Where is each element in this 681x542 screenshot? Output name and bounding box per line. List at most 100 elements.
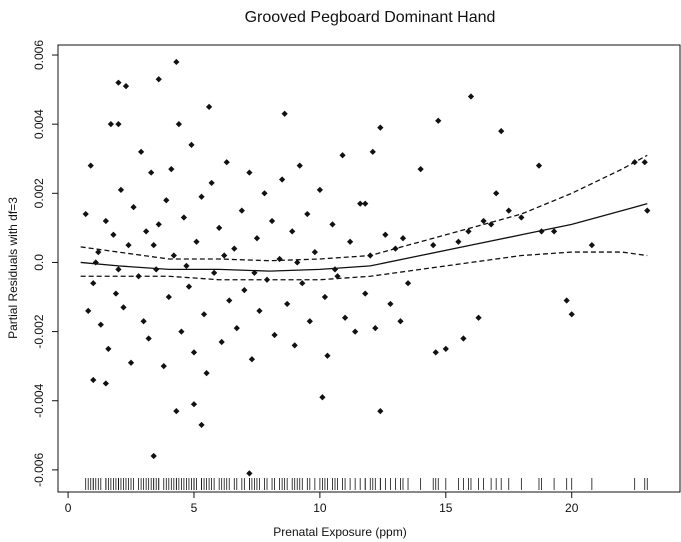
y-tick-label: -0.004 [32,383,46,417]
point [85,307,92,314]
point [163,197,170,204]
point [347,238,354,245]
fit-line [80,203,648,272]
point [231,245,238,252]
point [216,224,223,231]
x-tick-label: 15 [439,501,453,515]
point [435,117,442,124]
point [253,235,261,242]
point [180,214,188,221]
point [110,231,117,238]
point [294,259,301,266]
point [137,148,145,155]
point [241,286,248,294]
point [95,248,102,256]
point [112,290,120,297]
point [115,121,122,128]
point [190,349,198,356]
point [115,266,122,273]
point [331,266,339,273]
point [178,328,185,335]
point [221,252,228,259]
point [145,335,152,342]
plot-frame [57,44,681,493]
point [296,162,303,169]
point [382,231,389,238]
point [90,280,97,287]
point [155,221,162,228]
upper-band [80,154,648,262]
point [160,363,167,370]
point [127,359,135,366]
point [190,401,198,408]
point [339,152,346,159]
point [183,262,190,270]
point [281,110,288,117]
point [498,127,505,135]
point [115,79,122,86]
point [369,148,376,155]
point [291,342,298,349]
y-tick-label: 0.002 [32,178,46,208]
point [455,238,462,245]
point [397,318,404,325]
point [233,325,240,332]
point [284,300,291,308]
point [271,331,278,339]
point [150,242,157,249]
point [226,297,233,304]
point [460,335,467,342]
point [211,269,218,276]
point [185,283,193,290]
point [248,356,256,363]
point [175,121,182,128]
point [377,407,384,415]
x-tick-label: 5 [191,501,198,515]
point [193,238,200,245]
point [102,380,109,387]
point [372,325,379,332]
point [140,318,147,325]
point [352,328,359,335]
point [306,318,313,325]
point [168,165,175,173]
y-tick-label: 0.006 [32,40,46,70]
point [377,124,384,131]
point [535,162,543,169]
point [387,300,394,308]
point [467,93,475,100]
y-tick-label: 0.004 [32,109,46,139]
point [120,304,127,311]
point [82,210,89,218]
point [246,470,253,477]
lower-band [80,251,648,281]
point [102,217,109,225]
point [316,186,324,193]
point [321,293,329,301]
point [480,217,487,225]
point [324,352,331,359]
point [319,394,326,401]
point [198,193,205,200]
point [279,176,286,183]
point [148,169,155,176]
point [362,290,369,297]
point [246,169,253,176]
point [90,376,97,384]
point [357,200,364,207]
point [117,186,125,193]
point [122,83,130,90]
point [311,248,318,256]
point [188,141,195,149]
point [238,207,245,214]
point [641,159,648,166]
x-axis-label: Prenatal Exposure (ppm) [273,525,406,539]
point [143,228,150,235]
point [505,207,512,214]
point [299,280,306,287]
point [170,252,177,259]
point [165,293,172,301]
point [208,179,215,187]
point [430,242,437,249]
